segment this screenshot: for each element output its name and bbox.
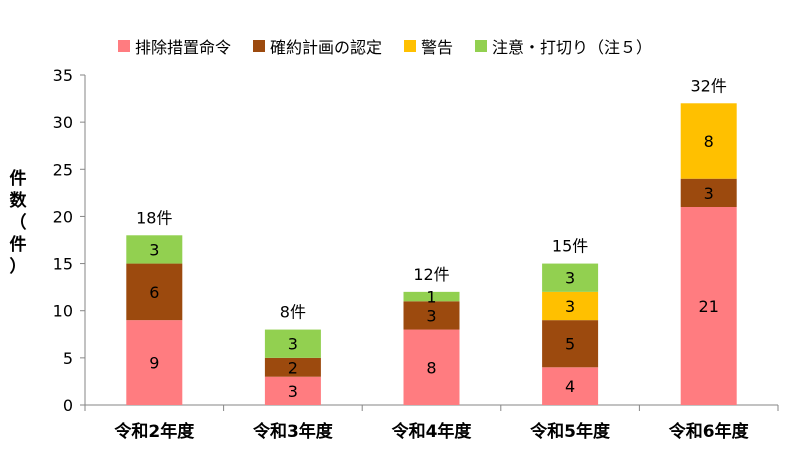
bar-segment bbox=[680, 178, 737, 207]
bar-segment bbox=[264, 376, 321, 405]
data-label: 2 bbox=[288, 358, 298, 377]
y-axis-label-char: 件 bbox=[9, 169, 27, 189]
y-tick-label: 15 bbox=[53, 255, 73, 274]
legend-label: 確約計画の認定 bbox=[270, 38, 383, 57]
total-label: 12件 bbox=[413, 265, 449, 284]
data-label: 8 bbox=[704, 132, 714, 151]
x-tick-label: 令和2年度 bbox=[114, 421, 195, 442]
x-tick-label: 令和4年度 bbox=[392, 421, 473, 442]
legend-swatch bbox=[475, 40, 488, 52]
bar-segment bbox=[542, 367, 599, 405]
y-axis-label-char: 数 bbox=[9, 191, 27, 211]
total-label: 8件 bbox=[280, 303, 306, 322]
bar-segment bbox=[680, 103, 737, 179]
data-label: 3 bbox=[288, 335, 298, 354]
data-label: 3 bbox=[149, 240, 159, 259]
x-tick-label: 令和5年度 bbox=[530, 421, 611, 442]
total-label: 32件 bbox=[691, 76, 727, 95]
legend-swatch bbox=[253, 40, 266, 52]
bar-segment bbox=[680, 207, 737, 405]
y-tick-label: 20 bbox=[53, 207, 73, 226]
data-label: 6 bbox=[149, 283, 159, 302]
bar-segment bbox=[403, 301, 460, 330]
data-label: 4 bbox=[565, 377, 575, 396]
bar-segment bbox=[126, 320, 183, 405]
total-label: 15件 bbox=[552, 237, 588, 256]
legend-label: 注意・打切り（注５） bbox=[492, 38, 653, 57]
data-label: 9 bbox=[149, 354, 159, 373]
bar-segment bbox=[264, 357, 321, 377]
total-label: 18件 bbox=[136, 208, 172, 227]
y-tick-label: 25 bbox=[53, 160, 73, 179]
y-tick-label: 10 bbox=[53, 302, 73, 321]
data-label: 8 bbox=[426, 358, 436, 377]
y-axis-label-char: （ bbox=[9, 213, 27, 233]
data-label: 3 bbox=[565, 297, 575, 316]
y-tick-label: 35 bbox=[53, 66, 73, 85]
legend: 排除措置命令 確約計画の認定 警告 注意・打切り（注５） bbox=[118, 34, 652, 58]
y-axis-label: 件数（件） bbox=[8, 168, 28, 278]
legend-item: 排除措置命令 bbox=[118, 34, 231, 58]
bar-segment bbox=[264, 329, 321, 358]
legend-item: 確約計画の認定 bbox=[253, 34, 382, 58]
legend-swatch bbox=[404, 40, 417, 52]
legend-item: 警告 bbox=[404, 34, 453, 58]
bar-segment bbox=[542, 291, 599, 321]
y-axis-label-char: ） bbox=[9, 257, 27, 277]
bar-segment bbox=[126, 235, 183, 264]
data-label: 3 bbox=[288, 382, 298, 401]
data-label: 1 bbox=[426, 288, 436, 307]
bar-segment bbox=[403, 329, 460, 405]
data-label: 3 bbox=[565, 269, 575, 288]
legend-item: 注意・打切り（注５） bbox=[475, 34, 652, 58]
bar-segment bbox=[403, 291, 460, 302]
data-label: 5 bbox=[565, 335, 575, 354]
data-label: 21 bbox=[699, 297, 719, 316]
legend-label: 排除措置命令 bbox=[135, 38, 232, 57]
data-label: 3 bbox=[704, 184, 714, 203]
bar-segment bbox=[542, 263, 599, 292]
legend-label: 警告 bbox=[421, 38, 454, 57]
x-tick-label: 令和6年度 bbox=[669, 421, 750, 442]
bar-segment bbox=[542, 320, 599, 368]
bar-segment bbox=[126, 263, 183, 321]
y-tick-label: 0 bbox=[63, 396, 73, 415]
y-tick-label: 5 bbox=[63, 349, 73, 368]
legend-swatch bbox=[118, 40, 130, 52]
y-axis-label-char: 件 bbox=[9, 235, 27, 255]
x-tick-label: 令和3年度 bbox=[253, 421, 334, 442]
y-tick-label: 30 bbox=[53, 113, 73, 132]
data-label: 3 bbox=[426, 306, 436, 325]
